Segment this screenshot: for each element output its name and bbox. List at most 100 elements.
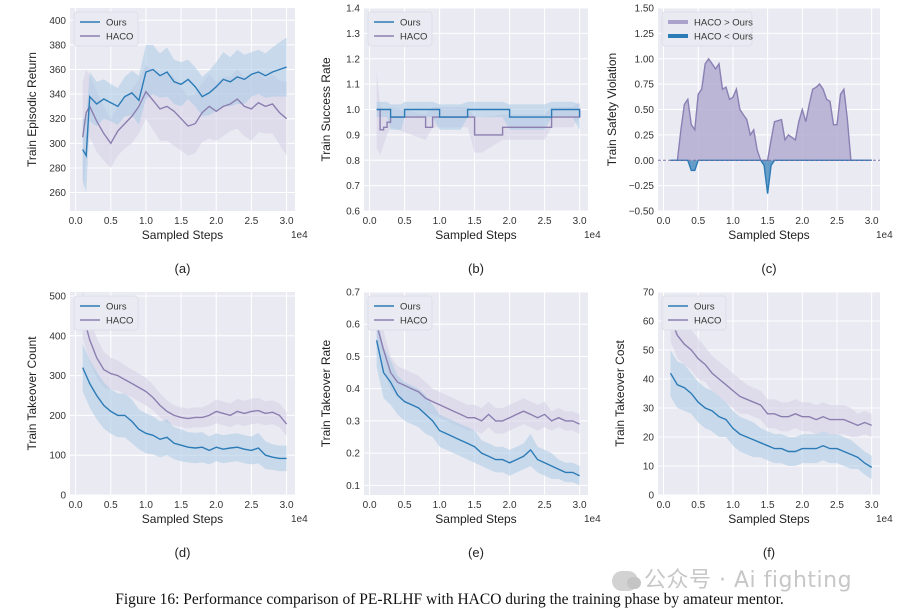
y-tick-label: 360	[49, 65, 66, 76]
legend: HACO > Ours HACO < Ours	[661, 11, 753, 47]
x-tick-label: 3.0	[865, 216, 879, 227]
x-tick-label: 0.0	[363, 216, 377, 227]
watermark: 公众号 · Ai fighting	[612, 562, 852, 594]
y-axis-label: Train Takeover Cost	[613, 339, 627, 446]
y-tick-label: 300	[49, 139, 66, 150]
x-multiplier-label: 1e4	[584, 230, 601, 241]
y-tick-label: 1.1	[346, 80, 360, 91]
y-tick-label: 340	[49, 90, 66, 101]
legend-box	[73, 11, 139, 47]
y-tick-label: 100	[49, 451, 66, 462]
y-axis-label: Train Episodic Return	[25, 52, 39, 167]
y-tick-label: 0.8	[346, 156, 360, 167]
legend-label-haco: HACO	[106, 32, 133, 43]
data-layer	[82, 292, 288, 472]
series-line-haco	[375, 324, 580, 425]
y-tick-label: 0.2	[346, 449, 360, 460]
x-tick-label: 2.0	[209, 500, 223, 511]
y-tick-label: 0.6	[346, 207, 360, 218]
y-tick-label: 1.3	[346, 29, 360, 40]
y-tick-label: 200	[49, 411, 66, 422]
panel-sublabel: (f)	[763, 545, 775, 560]
chart-panel-a: 0.0 0.5 1.0 1.5 2.0 2.5 3.0 260 280 300 320 340 360 3…	[25, 8, 308, 276]
x-tick-label: 0.0	[69, 500, 83, 511]
x-axis-label: Sampled Steps	[142, 228, 223, 242]
y-tick-label: 40	[643, 375, 655, 386]
legend-box	[367, 295, 433, 331]
x-tick-label: 2.5	[244, 500, 258, 511]
x-axis-label: Sampled Steps	[142, 512, 223, 526]
legend-box	[661, 295, 727, 331]
series-line-ours	[669, 372, 873, 468]
y-tick-label: 1.2	[346, 54, 360, 65]
y-tick-label: 30	[643, 404, 655, 415]
legend-label-haco: HACO	[400, 316, 427, 327]
legend-box	[367, 11, 433, 47]
x-tick-label: 2.5	[538, 216, 552, 227]
legend-label-ours: Ours	[400, 302, 421, 313]
y-tick-label: 0.7	[346, 181, 360, 192]
y-tick-label: 0.50	[635, 105, 655, 116]
x-multiplier-label: 1e4	[584, 514, 601, 525]
y-tick-label: 0.3	[346, 416, 360, 427]
y-tick-label: 0.00	[635, 156, 655, 167]
y-tick-label: 0.1	[346, 481, 360, 492]
data-layer	[375, 304, 580, 486]
legend: Ours HACO	[661, 295, 727, 331]
y-tick-label: 0.25	[635, 130, 655, 141]
confidence-band-haco	[376, 71, 580, 156]
y-tick-label: 1.4	[346, 4, 360, 15]
x-tick-label: 1.0	[139, 500, 153, 511]
watermark-text: 公众号 · Ai fighting	[644, 568, 853, 593]
panel-sublabel: (c)	[761, 261, 776, 276]
x-tick-label: 1.0	[726, 500, 740, 511]
legend-label-ours: Ours	[694, 302, 715, 313]
x-tick-label: 0.5	[104, 500, 118, 511]
y-tick-label: 380	[49, 40, 66, 51]
x-axis-label: Sampled Steps	[728, 228, 809, 242]
x-tick-label: 0.0	[69, 216, 83, 227]
legend-label-haco: HACO	[400, 32, 427, 43]
x-tick-label: 3.0	[573, 216, 587, 227]
series-line-haco	[82, 90, 288, 145]
x-tick-label: 2.5	[830, 216, 844, 227]
series-line-ours	[82, 66, 287, 158]
x-tick-label: 1.0	[433, 216, 447, 227]
x-tick-label: 1.0	[139, 216, 153, 227]
x-tick-label: 2.0	[503, 500, 517, 511]
confidence-band-haco	[82, 292, 287, 437]
legend: Ours HACO	[73, 295, 139, 331]
x-multiplier-label: 1e4	[291, 514, 308, 525]
x-axis-label: Sampled Steps	[435, 512, 516, 526]
x-tick-label: 0.5	[398, 216, 412, 227]
x-multiplier-label: 1e4	[291, 230, 308, 241]
series-line-ours	[82, 367, 287, 460]
y-tick-label: 300	[49, 371, 66, 382]
x-tick-label: 2.5	[244, 216, 258, 227]
x-tick-label: 2.5	[830, 500, 844, 511]
legend-label-ours: HACO < Ours	[694, 32, 753, 43]
x-tick-label: 0.0	[363, 500, 377, 511]
x-tick-label: 0.0	[657, 216, 671, 227]
y-tick-label: 0.7	[346, 288, 360, 299]
legend-label-ours: Ours	[400, 18, 421, 29]
x-tick-label: 0.5	[691, 216, 705, 227]
figure-caption: Figure 16: Performance comparison of PE-…	[115, 591, 784, 608]
y-tick-label: 260	[49, 188, 66, 199]
x-tick-label: 3.0	[573, 500, 587, 511]
y-tick-label: 400	[49, 16, 66, 27]
y-tick-label: 50	[643, 346, 655, 357]
panel-sublabel: (d)	[175, 545, 191, 560]
y-tick-label: 500	[49, 291, 66, 302]
y-tick-label: 0.75	[635, 80, 655, 91]
panel-sublabel: (e)	[468, 545, 484, 560]
series-line-ours	[376, 108, 581, 118]
y-axis-label: Train Takeover Count	[25, 336, 39, 451]
data-layer	[82, 37, 288, 193]
panel-sublabel: (b)	[468, 261, 484, 276]
x-tick-label: 3.0	[865, 500, 879, 511]
series-line-haco	[669, 317, 872, 427]
confidence-band-ours	[82, 343, 287, 472]
x-tick-label: 1.5	[761, 500, 775, 511]
wechat-logo-icon	[612, 571, 641, 591]
